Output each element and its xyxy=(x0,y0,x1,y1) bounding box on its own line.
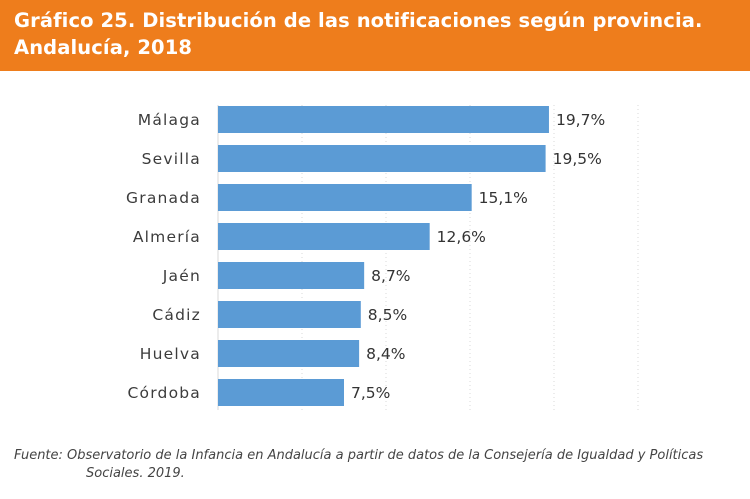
bar xyxy=(218,184,472,211)
value-label: 15,1% xyxy=(479,189,528,207)
chart-header: Gráfico 25. Distribución de las notifica… xyxy=(0,0,750,71)
value-label: 7,5% xyxy=(351,384,390,402)
bar xyxy=(218,340,360,367)
category-label: Sevilla xyxy=(142,150,201,168)
value-label: 19,5% xyxy=(553,150,602,168)
value-label: 19,7% xyxy=(556,111,605,129)
bar-chart: Málaga 19,7% Sevilla 19,5% Granada 15,1% Almer… xyxy=(126,105,639,410)
category-label: Almería xyxy=(133,228,201,246)
bar xyxy=(218,145,546,172)
value-label: 8,4% xyxy=(366,345,405,363)
value-label: 8,5% xyxy=(368,306,407,324)
bar xyxy=(218,301,361,328)
value-label: 8,7% xyxy=(371,267,410,285)
bar xyxy=(218,106,549,133)
category-label: Málaga xyxy=(138,111,201,129)
bars xyxy=(218,106,549,406)
category-label: Córdoba xyxy=(128,384,201,402)
bar xyxy=(218,223,430,250)
source-line-1: Fuente: Observatorio de la Infancia en A… xyxy=(14,448,704,463)
source-note: Fuente: Observatorio de la Infancia en A… xyxy=(14,447,736,483)
category-label: Cádiz xyxy=(152,306,201,324)
value-label: 12,6% xyxy=(437,228,486,246)
bar xyxy=(218,262,365,289)
source-line-2: Sociales. 2019. xyxy=(86,466,185,481)
category-label: Huelva xyxy=(140,345,201,363)
category-label: Granada xyxy=(126,189,201,207)
chart-title: Gráfico 25. Distribución de las notifica… xyxy=(14,9,703,59)
category-label: Jaén xyxy=(162,267,201,285)
labels: Málaga 19,7% Sevilla 19,5% Granada 15,1% Almer… xyxy=(126,111,605,402)
bar xyxy=(218,379,344,406)
